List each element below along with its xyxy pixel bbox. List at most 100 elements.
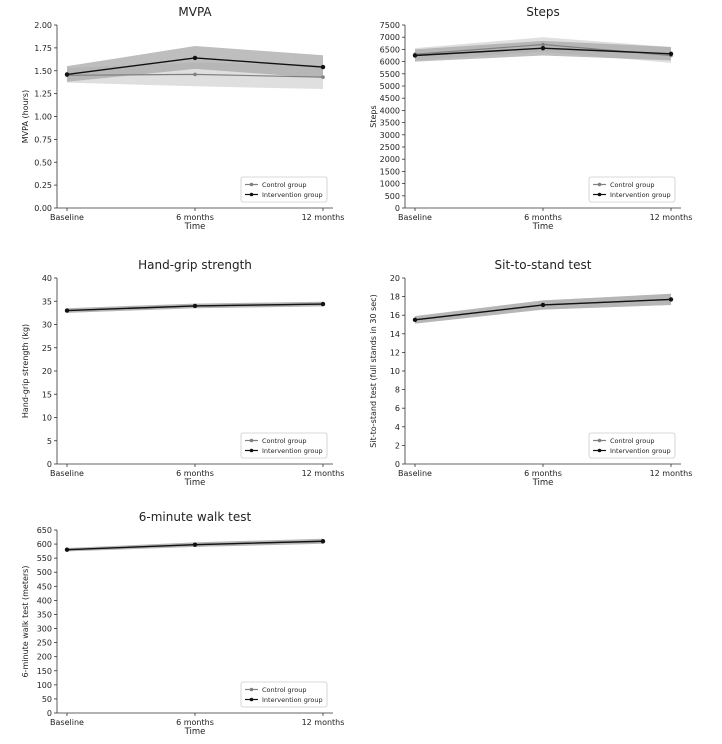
x-tick-label: 6 months: [176, 718, 214, 727]
y-tick-label: 1000: [380, 180, 400, 189]
x-axis-label: Time: [184, 478, 206, 488]
legend-box: [240, 681, 328, 708]
y-tick-label: 6500: [380, 45, 400, 54]
data-point-intervention: [192, 303, 198, 309]
y-tick-label: 15: [42, 390, 52, 399]
y-tick-label: 8: [395, 386, 400, 395]
y-tick-label: 400: [37, 596, 52, 605]
legend-label: Intervention group: [262, 191, 323, 199]
legend-label: Control group: [610, 181, 654, 189]
y-tick-label: 20: [390, 274, 400, 283]
y-tick-label: 6: [395, 404, 400, 413]
y-tick-label: 150: [37, 667, 52, 676]
y-tick-label: 0.50: [34, 158, 52, 167]
legend-label: Control group: [262, 686, 306, 694]
legend-box: [588, 432, 676, 459]
chart-title: Steps: [526, 5, 560, 19]
legend-swatch-marker: [597, 438, 602, 443]
y-tick-label: 4500: [380, 94, 400, 103]
legend: Control group Intervention group: [240, 176, 328, 203]
y-tick-label: 1500: [380, 167, 400, 176]
y-tick-label: 5000: [380, 82, 400, 91]
y-tick-label: 100: [37, 681, 52, 690]
legend-swatch-marker: [597, 448, 602, 453]
legend-swatch-marker: [249, 192, 254, 197]
y-axis-label: 6-minute walk test (meters): [21, 566, 30, 678]
y-tick-label: 16: [390, 311, 400, 320]
y-axis-label: Hand-grip strength (kg): [21, 324, 30, 418]
legend-swatch-marker: [249, 438, 254, 443]
chart-title: 6-minute walk test: [139, 510, 252, 524]
legend-label: Control group: [610, 437, 654, 445]
y-tick-label: 3500: [380, 119, 400, 128]
legend-box: [588, 176, 676, 203]
y-tick-label: 250: [37, 639, 52, 648]
y-tick-label: 650: [37, 526, 52, 535]
y-tick-label: 2000: [380, 155, 400, 164]
y-tick-label: 200: [37, 653, 52, 662]
chart-panel-0: MVPA 0.00 0.25 0.50 0.75 1.00 1.25 1.50 1.75 2.00…: [21, 5, 344, 232]
legend-box: [240, 432, 328, 459]
legend: Control group Intervention group: [588, 432, 676, 459]
data-point-intervention: [412, 53, 418, 58]
legend-label: Intervention group: [262, 447, 323, 455]
data-point-intervention: [192, 55, 198, 61]
confidence-band-intervention: [67, 46, 323, 82]
y-tick-label: 4000: [380, 106, 400, 115]
y-tick-label: 25: [42, 344, 52, 353]
y-tick-label: 6000: [380, 58, 400, 67]
y-tick-label: 1.75: [34, 44, 52, 53]
legend-label: Intervention group: [262, 696, 323, 704]
y-tick-label: 2.00: [34, 21, 52, 30]
y-tick-label: 40: [42, 274, 52, 283]
y-tick-label: 10: [42, 414, 52, 423]
x-axis-label: Time: [184, 727, 206, 737]
y-tick-label: 2: [395, 441, 400, 450]
y-tick-label: 35: [42, 297, 52, 306]
legend-label: Control group: [262, 181, 306, 189]
y-tick-label: 30: [42, 321, 52, 330]
confidence-band-intervention: [415, 40, 671, 62]
chart-title: Hand-grip strength: [138, 258, 252, 272]
legend-swatch-marker: [597, 182, 602, 187]
y-tick-label: 20: [42, 367, 52, 376]
y-tick-label: 0.25: [34, 181, 52, 190]
y-tick-label: 450: [37, 582, 52, 591]
confidence-band-intervention: [415, 293, 671, 324]
legend-swatch-marker: [597, 192, 602, 197]
x-axis-label: Time: [532, 478, 554, 488]
y-tick-label: 4: [395, 423, 400, 432]
chart-panel-4: 6-minute walk test 0 50 100 150 200 250 300 350 4…: [21, 510, 344, 737]
x-tick-label: Baseline: [398, 213, 432, 222]
legend-box: [240, 176, 328, 203]
y-tick-label: 0.00: [34, 204, 52, 213]
data-point-intervention: [668, 297, 674, 302]
data-point-intervention: [64, 72, 70, 77]
data-point-intervention: [412, 317, 418, 323]
y-tick-label: 300: [37, 625, 52, 634]
y-axis-label: MVPA (hours): [21, 90, 30, 143]
y-tick-label: 18: [390, 293, 400, 302]
legend-label: Intervention group: [610, 191, 671, 199]
y-tick-label: 50: [42, 695, 52, 704]
data-point-intervention: [320, 64, 326, 70]
y-tick-label: 0: [47, 709, 52, 718]
data-point-control: [321, 75, 325, 79]
y-tick-label: 5500: [380, 70, 400, 79]
x-axis-label: Time: [532, 222, 554, 232]
data-point-control: [541, 42, 545, 47]
y-tick-label: 14: [390, 330, 400, 339]
y-tick-label: 12: [390, 348, 400, 357]
chart-panel-2: Hand-grip strength 0 5 10 15 20 25 30 35 40 Baseli…: [21, 258, 344, 488]
x-tick-label: 6 months: [524, 213, 562, 222]
chart-title: MVPA: [178, 5, 212, 19]
y-axis-label: Sit-to-stand test (full stands in 30 sec…: [369, 294, 378, 447]
data-point-intervention: [320, 301, 326, 307]
y-tick-label: 0: [47, 460, 52, 469]
y-tick-label: 1.25: [34, 90, 52, 99]
data-point-intervention: [64, 547, 70, 552]
x-tick-label: Baseline: [50, 469, 84, 478]
y-tick-label: 7000: [380, 33, 400, 42]
y-tick-label: 600: [37, 540, 52, 549]
